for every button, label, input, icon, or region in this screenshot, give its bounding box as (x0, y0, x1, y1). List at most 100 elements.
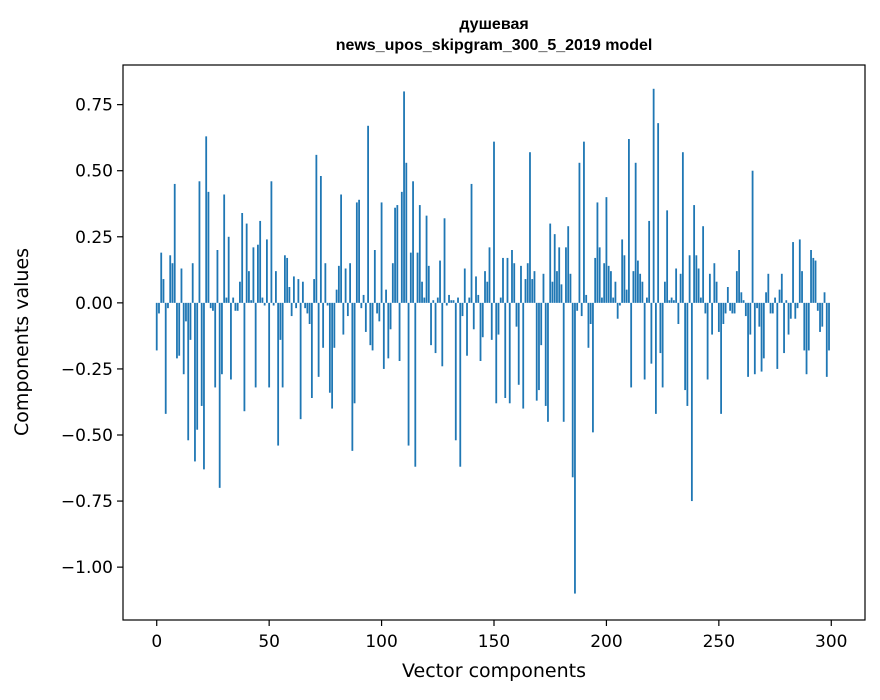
bars-group (155, 88, 830, 594)
bar-78 (331, 302, 334, 409)
bar-47 (261, 297, 264, 303)
x-tick-label: 50 (258, 632, 280, 652)
bar-41 (248, 271, 250, 303)
bar-11 (180, 268, 183, 303)
bar-225 (661, 302, 664, 388)
bar-14 (187, 302, 190, 441)
bar-102 (385, 289, 387, 303)
bar-218 (646, 297, 648, 303)
bar-107 (396, 205, 399, 303)
bar-296 (821, 302, 824, 327)
bar-151 (495, 302, 498, 404)
bar-121 (427, 265, 430, 303)
bar-267 (756, 302, 758, 309)
bar-214 (637, 260, 639, 303)
bar-281 (787, 302, 790, 335)
bar-140 (470, 183, 473, 303)
bar-119 (423, 297, 426, 303)
bar-128 (443, 218, 446, 303)
bar-158 (511, 250, 513, 303)
bar-183 (567, 226, 570, 303)
bar-263 (747, 302, 749, 377)
y-tick-label: −0.75 (61, 492, 113, 512)
bar-100 (380, 202, 383, 303)
bar-157 (508, 302, 511, 404)
bar-240 (695, 255, 698, 303)
x-tick-label: 100 (365, 632, 397, 652)
bar-163 (522, 302, 525, 409)
bar-43 (252, 247, 255, 303)
bar-179 (558, 247, 561, 303)
bar-280 (785, 300, 788, 303)
bar-6 (169, 255, 172, 303)
bar-164 (524, 279, 527, 303)
bar-219 (648, 220, 651, 303)
bar-160 (515, 302, 518, 327)
bar-155 (504, 302, 507, 398)
bar-114 (412, 181, 414, 303)
bar-96 (371, 302, 374, 351)
bar-230 (672, 300, 675, 303)
bar-134 (457, 297, 459, 303)
bar-294 (816, 302, 819, 311)
bar-55 (279, 302, 282, 340)
bar-201 (607, 265, 610, 303)
y-axis-label: Components values (11, 248, 33, 436)
bar-292 (812, 257, 815, 303)
bar-276 (776, 302, 779, 369)
bar-146 (484, 271, 486, 303)
bar-154 (502, 257, 504, 303)
bar-252 (722, 302, 725, 324)
bar-242 (699, 297, 702, 303)
bar-167 (531, 279, 534, 303)
bar-136 (461, 302, 464, 317)
bar-133 (454, 302, 457, 441)
bar-98 (376, 302, 378, 314)
bar-56 (281, 302, 284, 388)
bar-247 (711, 302, 713, 335)
bar-266 (753, 302, 756, 375)
bar-169 (535, 302, 538, 401)
bar-251 (720, 302, 722, 414)
bar-299 (828, 302, 830, 351)
bar-97 (373, 250, 376, 303)
bar-187 (576, 302, 579, 311)
bar-106 (394, 207, 396, 303)
bar-111 (405, 162, 408, 303)
bar-273 (769, 302, 772, 314)
bar-5 (167, 302, 169, 309)
bar-286 (798, 239, 801, 303)
bar-71 (315, 154, 318, 303)
bar-177 (553, 234, 556, 303)
bar-185 (571, 302, 574, 478)
bar-87 (351, 302, 354, 451)
bar-126 (439, 260, 441, 303)
bar-120 (425, 215, 428, 303)
bar-166 (529, 152, 531, 303)
bar-147 (486, 281, 489, 303)
bar-15 (189, 302, 192, 340)
bar-17 (194, 302, 196, 462)
bar-108 (398, 302, 401, 361)
bar-42 (250, 300, 253, 303)
x-tick-label: 300 (815, 632, 847, 652)
bar-0 (155, 302, 158, 351)
bar-9 (176, 302, 178, 359)
bar-69 (310, 302, 313, 398)
bar-13 (185, 302, 187, 322)
bar-142 (475, 276, 477, 303)
bar-52 (272, 302, 275, 306)
y-tick-label: 0.75 (75, 96, 113, 116)
bar-24 (209, 302, 212, 309)
bar-243 (702, 226, 705, 303)
bar-223 (657, 123, 660, 303)
bar-283 (792, 242, 794, 303)
y-axis-ticks: 0.75 0.50 0.25 0.00 −0.25 −0.50 −0.75 −1.00 (61, 96, 123, 578)
bar-65 (301, 281, 304, 303)
bar-203 (612, 297, 615, 303)
bar-188 (578, 162, 581, 303)
bar-62 (295, 302, 298, 309)
bar-221 (652, 88, 655, 303)
bar-105 (391, 263, 394, 303)
